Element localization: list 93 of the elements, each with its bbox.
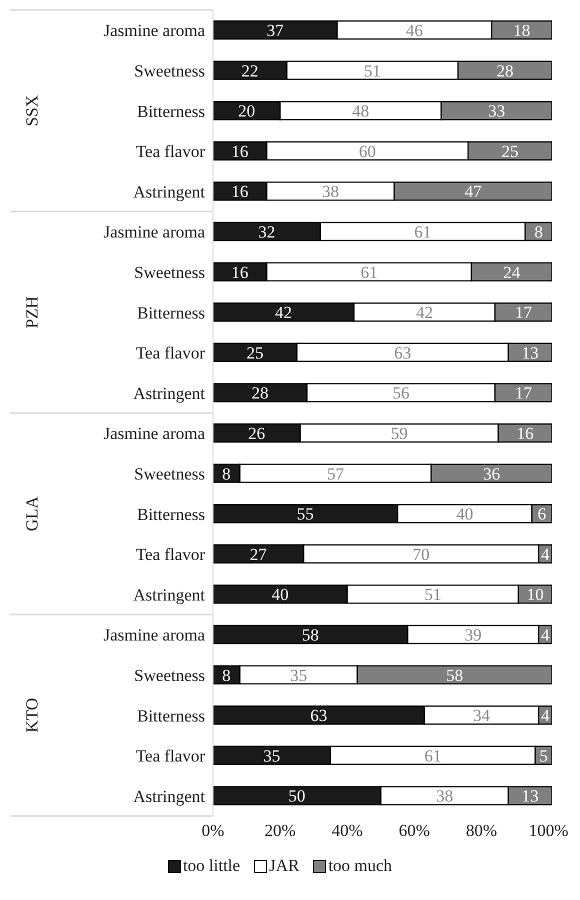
data-label: 8 xyxy=(222,464,231,484)
text: PZH xyxy=(22,296,42,328)
data-label: 37 xyxy=(266,21,284,40)
y-tick-label: Sweetness xyxy=(134,61,205,80)
data-label: 16 xyxy=(231,262,248,282)
data-label: 25 xyxy=(502,142,519,161)
data-label: 40 xyxy=(272,585,289,604)
y-tick-label: Jasmine aroma xyxy=(104,626,206,645)
data-label: 51 xyxy=(424,585,442,604)
y-tick-label: Sweetness xyxy=(134,666,205,685)
data-label: 63 xyxy=(310,706,328,726)
data-label: 58 xyxy=(446,666,464,685)
data-label: 35 xyxy=(290,666,308,685)
data-label: 18 xyxy=(513,21,530,40)
y-tick-label: Tea flavor xyxy=(136,746,206,766)
data-label: 4 xyxy=(541,626,550,645)
data-label: 22 xyxy=(241,61,258,80)
data-label: 16 xyxy=(516,424,534,444)
y-tick-label: Tea flavor xyxy=(136,545,206,564)
x-tick-label: 60% xyxy=(398,821,430,840)
y-tick-label: Astringent xyxy=(133,786,206,806)
data-label: 39 xyxy=(464,626,482,645)
legend-label: too much xyxy=(327,856,392,876)
data-label: 36 xyxy=(483,464,500,484)
data-label: 16 xyxy=(231,142,248,161)
data-label: 20 xyxy=(238,102,256,121)
legend-label: too little xyxy=(182,856,240,876)
data-label: 42 xyxy=(416,303,433,322)
data-label: 10 xyxy=(526,585,544,604)
data-label: 27 xyxy=(250,544,268,564)
data-label: 5 xyxy=(539,746,548,766)
data-label: 26 xyxy=(248,424,266,444)
text: GLA xyxy=(22,496,42,532)
y-tick-label: Jasmine aroma xyxy=(104,424,206,444)
data-label: 38 xyxy=(322,182,339,202)
x-tick-label: 80% xyxy=(466,821,498,840)
data-label: 24 xyxy=(503,262,521,282)
data-label: 47 xyxy=(464,182,482,202)
y-tick-label: Bitterness xyxy=(137,102,205,121)
data-label: 61 xyxy=(414,222,432,242)
data-label: 51 xyxy=(364,61,381,80)
data-label: 38 xyxy=(436,786,454,806)
data-label: 4 xyxy=(541,544,550,564)
y-tick-label: Astringent xyxy=(133,585,206,604)
text: KTO xyxy=(22,698,42,733)
x-tick-label: 100% xyxy=(528,821,568,840)
legend-label: JAR xyxy=(268,856,300,876)
data-label: 61 xyxy=(424,746,442,766)
data-label: 59 xyxy=(390,424,408,444)
data-label: 6 xyxy=(538,504,546,524)
data-label: 28 xyxy=(251,384,268,403)
data-label: 4 xyxy=(541,706,550,726)
data-label: 13 xyxy=(522,786,539,806)
y-tick-label: Tea flavor xyxy=(136,142,206,162)
data-label: 13 xyxy=(522,343,539,362)
x-tick-label: 40% xyxy=(332,821,363,840)
y-tick-label: Astringent xyxy=(133,384,206,403)
data-label: 42 xyxy=(274,303,292,322)
data-label: 50 xyxy=(288,786,306,806)
y-tick-label: Bitterness xyxy=(137,303,205,322)
y-tick-label: Astringent xyxy=(133,182,206,202)
data-label: 25 xyxy=(246,343,264,362)
data-label: 17 xyxy=(514,303,532,322)
data-label: 60 xyxy=(358,142,376,161)
data-label: 40 xyxy=(456,504,474,524)
data-label: 32 xyxy=(258,222,276,242)
y-tick-label: Jasmine aroma xyxy=(104,21,206,40)
data-label: 33 xyxy=(488,102,506,121)
y-tick-label: Tea flavor xyxy=(136,344,206,363)
data-label: 16 xyxy=(231,182,248,202)
y-tick-label: Bitterness xyxy=(137,706,205,726)
data-label: 57 xyxy=(327,464,345,484)
data-label: 46 xyxy=(406,21,423,40)
data-label: 28 xyxy=(496,61,514,80)
y-tick-label: Sweetness xyxy=(134,464,205,484)
data-label: 8 xyxy=(222,666,231,685)
x-tick-label: 20% xyxy=(264,821,296,840)
text: SSX xyxy=(22,95,42,126)
data-label: 17 xyxy=(514,384,532,403)
y-tick-label: Sweetness xyxy=(134,262,205,282)
data-label: 55 xyxy=(296,504,314,524)
data-label: 48 xyxy=(352,102,370,121)
x-tick-label: 0% xyxy=(202,821,224,840)
y-tick-label: Bitterness xyxy=(137,504,205,524)
data-label: 34 xyxy=(473,706,491,726)
data-label: 8 xyxy=(534,222,543,242)
y-tick-label: Jasmine aroma xyxy=(104,222,206,242)
data-label: 58 xyxy=(302,626,319,645)
data-label: 56 xyxy=(392,384,410,403)
data-label: 70 xyxy=(412,544,430,564)
data-label: 35 xyxy=(263,746,280,766)
data-label: 61 xyxy=(360,262,378,282)
data-label: 63 xyxy=(394,343,412,362)
